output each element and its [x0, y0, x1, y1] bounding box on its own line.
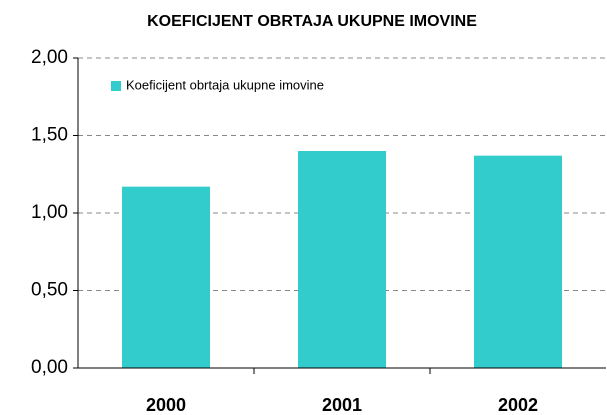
- bar: [474, 155, 562, 368]
- y-tick-label: 1,50: [31, 125, 68, 146]
- chart-title: KOEFICIJENT OBRTAJA UKUPNE IMOVINE: [147, 13, 477, 30]
- y-tick-label: 0,50: [31, 280, 68, 301]
- x-tick-label: 2001: [322, 395, 362, 415]
- legend-swatch: [111, 81, 121, 91]
- x-tick-label: 2002: [498, 395, 538, 415]
- x-tick-label: 2000: [146, 395, 186, 415]
- y-tick-label: 1,00: [31, 202, 68, 223]
- y-tick-label: 0,00: [31, 357, 68, 378]
- y-tick-label: 2,00: [31, 47, 68, 68]
- legend-label: Koeficijent obrtaja ukupne imovine: [126, 77, 324, 92]
- bar: [298, 151, 386, 368]
- bar: [122, 186, 210, 368]
